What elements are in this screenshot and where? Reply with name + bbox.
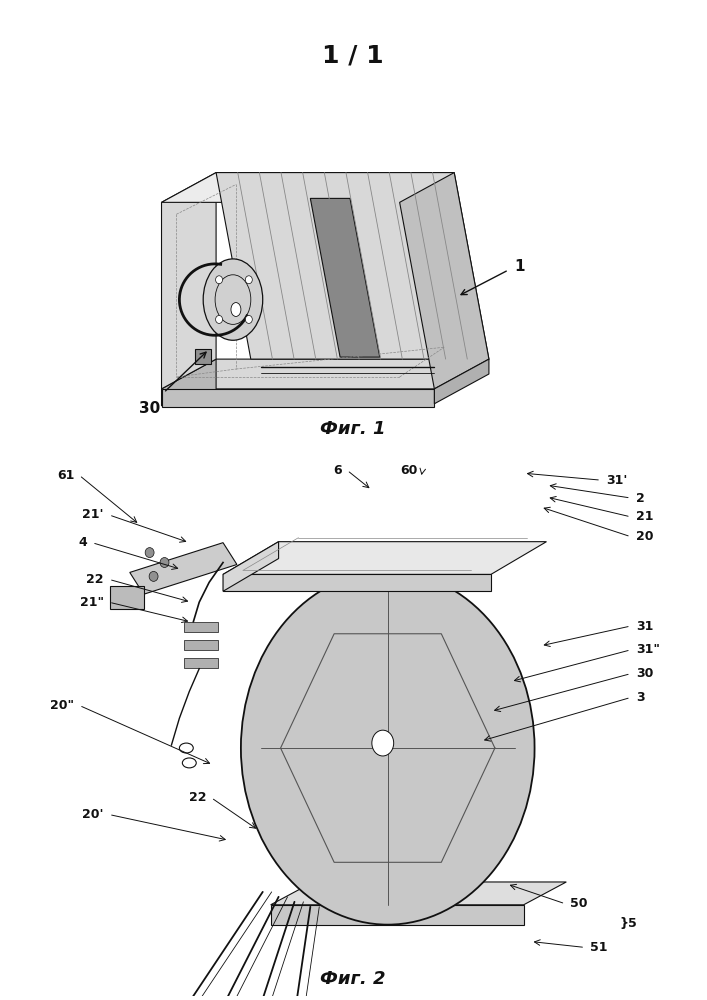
Text: 30: 30 — [139, 401, 160, 416]
Polygon shape — [161, 359, 489, 389]
Polygon shape — [161, 359, 216, 406]
Ellipse shape — [160, 558, 169, 567]
Bar — [185, 658, 218, 668]
Ellipse shape — [149, 571, 158, 581]
Ellipse shape — [241, 571, 534, 925]
Text: 31: 31 — [636, 620, 653, 633]
Text: 51: 51 — [590, 941, 607, 954]
Text: 61: 61 — [57, 469, 74, 482]
Polygon shape — [223, 574, 491, 591]
Text: 21': 21' — [83, 508, 104, 521]
Text: 20': 20' — [83, 808, 104, 821]
Text: 22: 22 — [189, 791, 206, 804]
Polygon shape — [399, 173, 489, 389]
Ellipse shape — [231, 303, 241, 316]
Polygon shape — [110, 586, 144, 609]
Text: 60: 60 — [400, 464, 418, 477]
Text: 2: 2 — [636, 492, 645, 505]
Text: 31': 31' — [606, 474, 627, 487]
Text: }5: }5 — [620, 917, 638, 930]
Polygon shape — [271, 882, 566, 905]
Text: 1: 1 — [515, 259, 525, 274]
Polygon shape — [161, 173, 454, 202]
Ellipse shape — [203, 259, 263, 340]
Text: 22: 22 — [86, 573, 104, 586]
Text: 31": 31" — [636, 643, 660, 656]
Polygon shape — [223, 542, 547, 574]
Text: 30: 30 — [636, 667, 653, 680]
Text: 20": 20" — [50, 699, 74, 712]
Polygon shape — [161, 389, 434, 407]
Text: 4: 4 — [78, 536, 87, 549]
Ellipse shape — [245, 276, 252, 284]
Text: Фиг. 2: Фиг. 2 — [320, 970, 386, 988]
Ellipse shape — [245, 315, 252, 323]
Text: 50: 50 — [571, 897, 588, 910]
Bar — [185, 640, 218, 650]
Polygon shape — [310, 198, 380, 357]
Ellipse shape — [216, 276, 223, 284]
Text: Фиг. 1: Фиг. 1 — [320, 420, 386, 438]
Ellipse shape — [372, 730, 394, 756]
Ellipse shape — [216, 315, 223, 323]
Text: 3: 3 — [636, 691, 644, 704]
Text: 6: 6 — [334, 464, 342, 477]
Polygon shape — [195, 349, 211, 364]
Bar — [185, 622, 218, 632]
Text: 20: 20 — [636, 530, 653, 543]
Text: 21": 21" — [80, 596, 104, 609]
Polygon shape — [216, 173, 489, 359]
Polygon shape — [271, 905, 524, 925]
Polygon shape — [130, 543, 237, 594]
Polygon shape — [434, 359, 489, 404]
Text: 21: 21 — [636, 510, 653, 523]
Polygon shape — [161, 173, 216, 389]
Ellipse shape — [145, 548, 154, 558]
Text: 1 / 1: 1 / 1 — [322, 44, 384, 68]
Polygon shape — [223, 542, 279, 591]
